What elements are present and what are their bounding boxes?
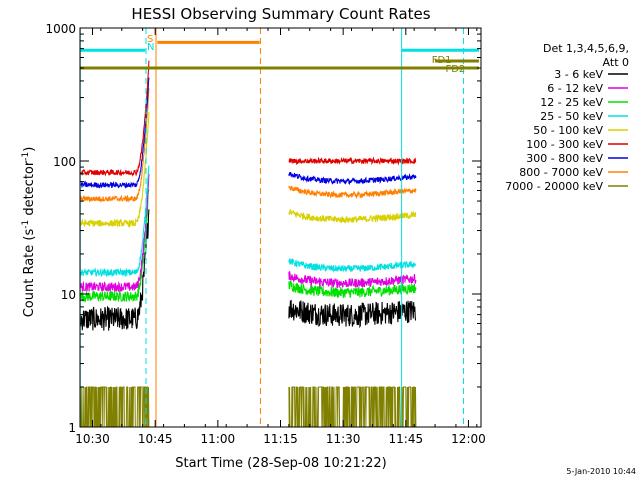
legend-label-7: 800 - 7000 keV (519, 166, 603, 179)
y-axis-label-mid: detector (22, 160, 37, 220)
night-label: N (147, 42, 154, 53)
y-axis: 1 10 100 1000 (45, 22, 481, 435)
legend-label-5: 100 - 300 keV (526, 138, 603, 151)
legend-label-3: 25 - 50 keV (540, 110, 603, 123)
y-tick-label-1: 10 (61, 288, 76, 302)
legend-label-6: 300 - 800 keV (526, 152, 603, 165)
plot-frame (79, 27, 482, 428)
fd2-label: FD2 (445, 64, 465, 75)
chart-title: HESSI Observing Summary Count Rates (131, 5, 430, 23)
trace-0-segment-1 (288, 299, 417, 329)
x-tick-label-4: 11:30 (326, 432, 361, 446)
trace-2-segment-0 (80, 189, 150, 303)
x-tick-label-0: 10:30 (75, 432, 110, 446)
trace-7-segment-0 (80, 88, 150, 204)
trace-0-segment-0 (80, 209, 150, 331)
trace-2-segment-1 (288, 280, 417, 299)
y-axis-label-sup2: -1 (21, 152, 31, 161)
trace-6-segment-1 (288, 172, 417, 185)
saa-label: S (147, 34, 153, 45)
legend-label-4: 50 - 100 keV (533, 124, 603, 137)
timestamp: 5-Jan-2010 10:44 (566, 467, 636, 476)
legend-label-1: 6 - 12 keV (547, 82, 603, 95)
x-tick-label-5: 11:45 (389, 432, 424, 446)
trace-7-segment-1 (288, 185, 417, 200)
legend-label-2: 12 - 25 keV (540, 96, 603, 109)
x-axis: 10:30 10:45 11:00 11:15 11:30 11:45 12:00 (75, 28, 486, 446)
trace-8-segment-0 (80, 386, 150, 428)
legend-label-8: 7000 - 20000 keV (505, 180, 603, 193)
legend-header-1: Det 1,3,4,5,6,9, (543, 42, 629, 55)
legend-label-0: 3 - 6 keV (554, 68, 603, 81)
trace-4-segment-1 (288, 209, 417, 224)
trace-6-segment-0 (80, 77, 150, 189)
y-axis-label-main: Count Rate (s (22, 229, 37, 318)
x-axis-label: Start Time (28-Sep-08 10:21:22) (175, 456, 386, 471)
y-tick-label-3: 1000 (45, 22, 76, 36)
x-tick-label-1: 10:45 (138, 432, 173, 446)
trace-1-segment-0 (80, 173, 150, 293)
y-tick-label-0: 1 (68, 421, 76, 435)
x-tick-label-3: 11:15 (263, 432, 298, 446)
trace-8-segment-1 (288, 386, 417, 428)
y-tick-label-2: 100 (53, 155, 76, 169)
y-axis-label: Count Rate (s-1 detector-1) (21, 147, 37, 318)
trace-4-segment-0 (80, 111, 150, 229)
trace-3-segment-0 (80, 165, 150, 278)
y-axis-label-sup1: -1 (21, 220, 31, 229)
svg-text:Count Rate (s-1 detector-1): Count Rate (s-1 detector-1) (21, 147, 37, 318)
trace-1-segment-1 (288, 271, 417, 289)
x-tick-label-6: 12:00 (451, 432, 486, 446)
trace-3-segment-1 (288, 257, 417, 273)
x-tick-label-2: 11:00 (201, 432, 236, 446)
trace-5-segment-0 (80, 60, 150, 177)
plot-traces (80, 60, 417, 428)
fd1-label: FD1 (432, 55, 452, 66)
legend-header-2: Att 0 (603, 56, 629, 69)
y-axis-label-end: ) (22, 147, 37, 152)
trace-5-segment-1 (288, 156, 417, 166)
